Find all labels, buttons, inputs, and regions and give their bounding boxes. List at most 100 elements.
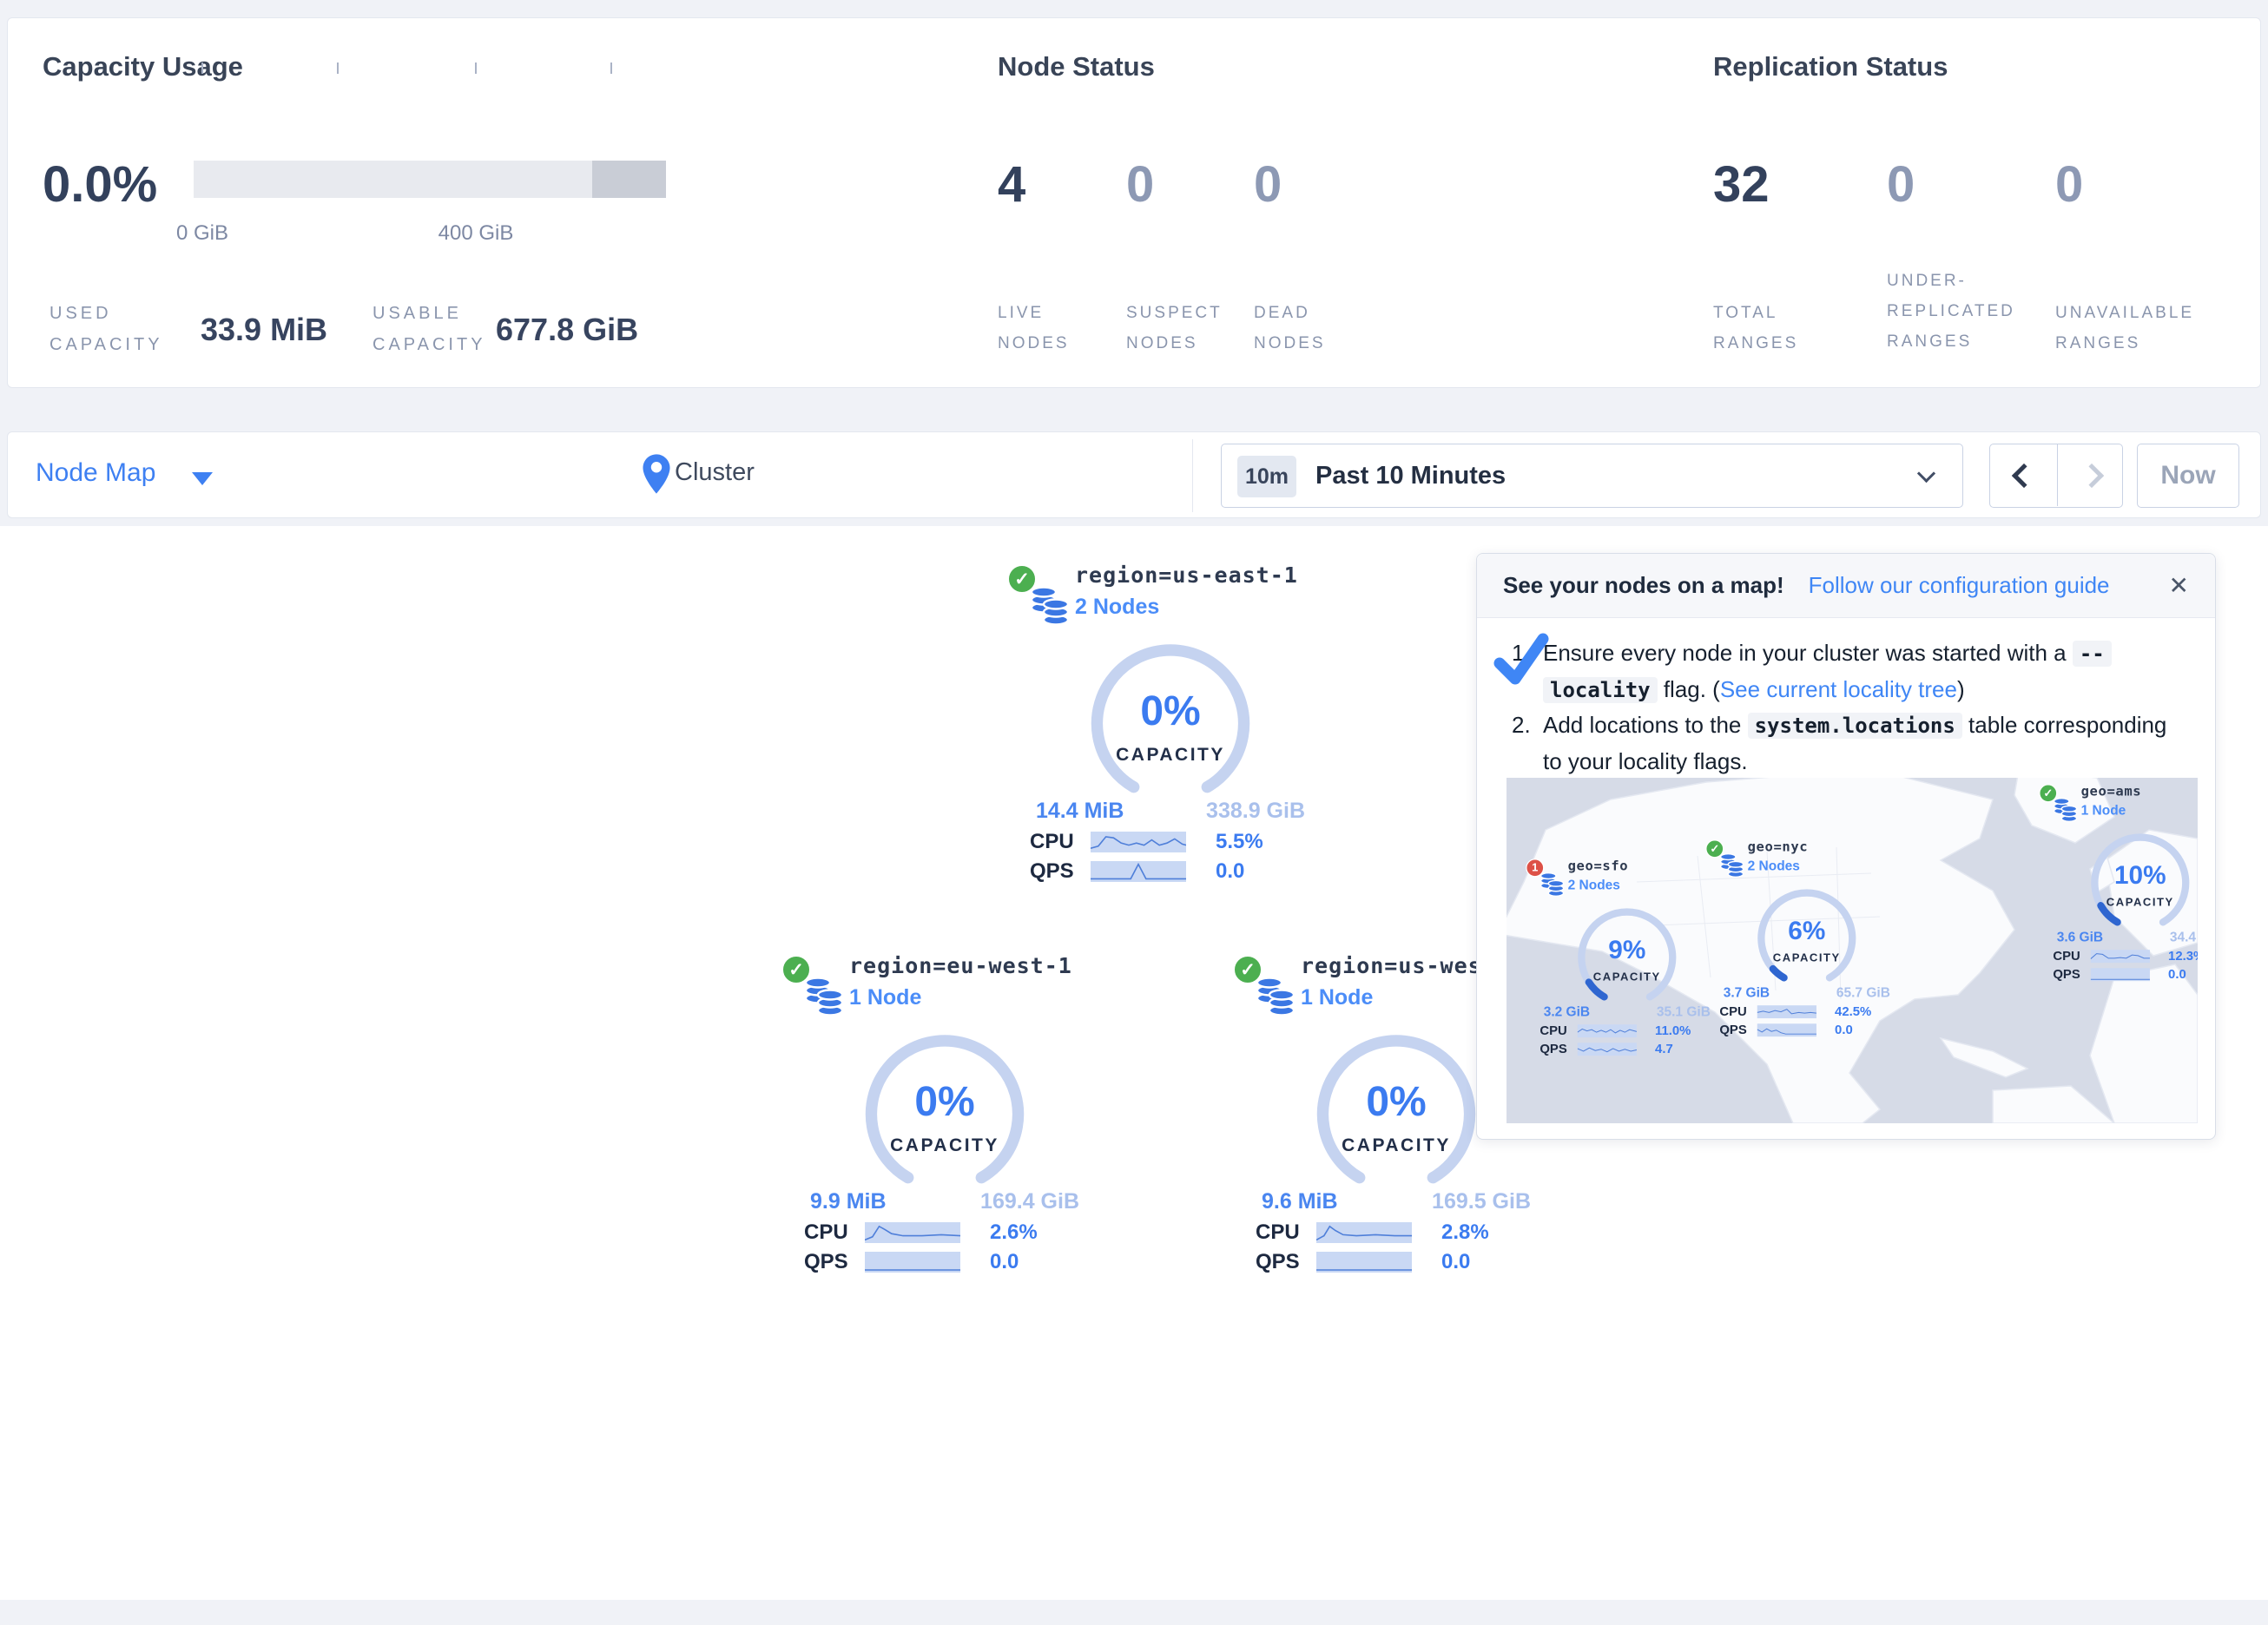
- live-nodes-label: LIVE NODES: [998, 304, 1070, 353]
- capacity-label: CAPACITY: [1592, 970, 1661, 984]
- capacity-tick-label: 400 GiB: [438, 221, 514, 245]
- locality-tree-link[interactable]: See current locality tree: [1719, 675, 1957, 702]
- chevron-down-icon: [1916, 464, 1936, 484]
- locality-nodes-link[interactable]: 1 Node: [849, 985, 922, 1010]
- locality-name: geo=sfo: [1567, 858, 1629, 873]
- capacity-tick: [610, 62, 612, 74]
- database-nodes-icon: [1719, 852, 1744, 878]
- database-nodes-icon: [804, 977, 844, 1016]
- cpu-label: CPU: [1256, 1220, 1300, 1244]
- breadcrumb-cluster: Cluster: [675, 458, 755, 486]
- world-map-preview: 1 geo=sfo 2 Nodes: [1507, 778, 2198, 1123]
- capacity-gauge: 6% CAPACITY: [1739, 888, 1874, 984]
- capacity-percent: 0%: [1366, 1079, 1427, 1125]
- capacity-gauge: 9% CAPACITY: [1559, 907, 1694, 1003]
- status-warning-icon: 1: [1526, 859, 1545, 878]
- status-ok-icon: ✓: [1705, 839, 1724, 859]
- cpu-sparkline: [1091, 832, 1186, 852]
- usable-capacity-label: USABLE CAPACITY: [373, 304, 486, 354]
- total-ranges-label: TOTAL RANGES: [1713, 304, 1799, 353]
- popup-header: See your nodes on a map! Follow our conf…: [1477, 554, 2215, 618]
- chevron-down-icon: [192, 472, 213, 485]
- capacity-bar-dark-segment: [592, 161, 666, 198]
- dead-nodes-count: 0: [1254, 156, 1282, 213]
- total-capacity: 65.7 GiB: [1836, 984, 1890, 1000]
- status-ok-icon: ✓: [781, 955, 811, 984]
- dead-nodes-label: DEAD NODES: [1254, 304, 1326, 353]
- locality-widget-geo-ams[interactable]: ✓ geo=ams 1 Node: [2038, 783, 2198, 982]
- locality-widget-geo-nyc[interactable]: ✓ geo=nyc 2 Nodes: [1704, 839, 1909, 1037]
- qps-label: QPS: [1719, 1023, 1747, 1037]
- nodes-on-map-popup: See your nodes on a map! Follow our conf…: [1476, 553, 2216, 1140]
- cpu-label: CPU: [2053, 948, 2080, 964]
- locality-nodes-link[interactable]: 2 Nodes: [1567, 877, 1620, 893]
- capacity-percent: 0%: [914, 1079, 975, 1125]
- qps-value: 0.0: [1216, 859, 1245, 883]
- database-nodes-icon: [1539, 872, 1565, 898]
- cpu-label: CPU: [804, 1220, 848, 1244]
- node-status-title: Node Status: [998, 51, 1155, 82]
- cpu-value: 12.3%: [2168, 948, 2198, 964]
- locality-nodes-link[interactable]: 2 Nodes: [1075, 595, 1160, 619]
- time-range-select[interactable]: 10m Past 10 Minutes: [1221, 444, 1963, 508]
- total-capacity: 34.4 GiB: [2169, 929, 2198, 944]
- cluster-summary-panel: Capacity Usage 0.0% 0 GiB 400 GiB USED C…: [7, 17, 2261, 388]
- now-button[interactable]: Now: [2137, 444, 2239, 508]
- locality-widget-us-east-1[interactable]: ✓ region=us-east-1 2 Nodes 0% CAPACITY 1…: [1005, 562, 1335, 883]
- code-locality-flag: --: [2072, 641, 2112, 667]
- qps-sparkline: [1757, 1023, 1816, 1037]
- qps-value: 0.0: [1441, 1250, 1471, 1273]
- dashboard-toolbar: Node Map Cluster 10m Past 10 Minutes Now: [7, 431, 2261, 518]
- locality-nodes-link[interactable]: 1 Node: [2080, 802, 2126, 819]
- status-ok-icon: ✓: [2039, 784, 2058, 803]
- cpu-label: CPU: [1030, 830, 1074, 853]
- capacity-label: CAPACITY: [1772, 951, 1841, 964]
- blue-check-icon: [1493, 633, 1549, 685]
- total-capacity: 169.5 GiB: [1432, 1189, 1531, 1214]
- qps-label: QPS: [804, 1250, 848, 1273]
- cpu-label: CPU: [1719, 1003, 1747, 1019]
- live-nodes-count: 4: [998, 156, 1026, 213]
- qps-value: 0.0: [2168, 967, 2186, 982]
- view-selector-node-map[interactable]: Node Map: [36, 458, 156, 487]
- unavailable-label: UNAVAILABLE RANGES: [2055, 304, 2195, 353]
- qps-label: QPS: [1539, 1042, 1567, 1056]
- status-ok-icon: ✓: [1233, 955, 1263, 984]
- total-capacity: 169.4 GiB: [980, 1189, 1079, 1214]
- locality-name: geo=nyc: [1747, 839, 1809, 854]
- used-capacity: 3.7 GiB: [1723, 984, 1770, 1000]
- qps-label: QPS: [1030, 859, 1074, 883]
- qps-sparkline: [1577, 1043, 1637, 1056]
- cpu-value: 42.5%: [1835, 1003, 1872, 1019]
- used-capacity: 9.6 MiB: [1262, 1189, 1338, 1214]
- capacity-label: CAPACITY: [1342, 1135, 1451, 1155]
- time-step-back-button[interactable]: [1990, 444, 2057, 506]
- close-icon[interactable]: ✕: [2168, 572, 2189, 599]
- unavailable-count: 0: [2055, 156, 2084, 213]
- time-step-forward-button[interactable]: [2058, 444, 2125, 506]
- qps-sparkline: [1091, 861, 1186, 882]
- database-nodes-icon: [1030, 586, 1070, 626]
- chevron-right-icon: [2079, 463, 2104, 488]
- used-capacity: 14.4 MiB: [1036, 799, 1124, 823]
- cpu-value: 2.8%: [1441, 1220, 1489, 1244]
- locality-widget-us-west-1[interactable]: ✓ region=us-west-1 1 Node 0% CAPACITY 9.…: [1231, 953, 1561, 1273]
- step-text: Ensure every node in your cluster was st…: [1543, 635, 2112, 707]
- capacity-usage-title: Capacity Usage: [43, 51, 243, 82]
- cpu-sparkline: [1316, 1222, 1412, 1243]
- used-capacity-value: 33.9 MiB: [201, 312, 328, 347]
- chevron-left-icon: [2011, 463, 2036, 488]
- capacity-tick: [201, 62, 203, 74]
- button-divider: [2057, 444, 2058, 506]
- configuration-guide-link[interactable]: Follow our configuration guide: [1808, 572, 2110, 598]
- locality-nodes-link[interactable]: 1 Node: [1301, 985, 1374, 1010]
- cpu-value: 2.6%: [990, 1220, 1038, 1244]
- locality-nodes-link[interactable]: 2 Nodes: [1747, 858, 1800, 874]
- locality-widget-eu-west-1[interactable]: ✓ region=eu-west-1 1 Node 0% CAPACITY 9.…: [780, 953, 1110, 1273]
- under-replicated-label: UNDER-REPLICATED RANGES: [1887, 272, 2015, 352]
- capacity-usage-bar: [194, 161, 666, 198]
- locality-widget-geo-sfo[interactable]: 1 geo=sfo 2 Nodes: [1525, 858, 1730, 1056]
- replication-status-title: Replication Status: [1713, 51, 1948, 82]
- locality-name: geo=ams: [2080, 783, 2142, 799]
- qps-sparkline: [865, 1252, 960, 1273]
